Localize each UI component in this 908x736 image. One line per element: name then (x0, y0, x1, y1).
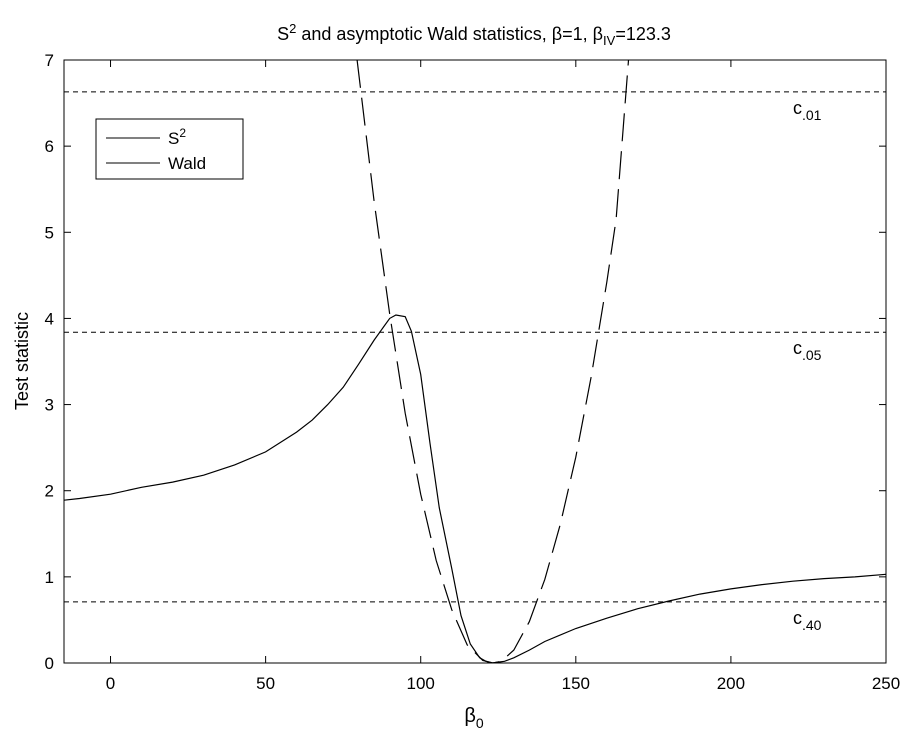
x-tick-label: 0 (106, 674, 115, 693)
plot-area (63, 59, 887, 664)
critical-label: c.40 (793, 608, 822, 633)
title-sub: IV (603, 33, 616, 48)
x-tick-label: 200 (717, 674, 745, 693)
title-suffix: =123.3 (615, 24, 671, 44)
y-tick-label: 5 (45, 223, 54, 242)
series-line-wald (356, 60, 630, 663)
y-tick-label: 7 (45, 51, 54, 70)
legend: S2 Wald (95, 118, 244, 180)
axis-ticks: 0 50 100 150 200 250 0 1 2 3 4 5 6 7 (45, 51, 901, 693)
y-tick-label: 3 (45, 396, 54, 415)
title-prefix: S (277, 24, 289, 44)
title-prefix-sup: 2 (289, 21, 296, 36)
x-tick-label: 150 (562, 674, 590, 693)
y-tick-label: 1 (45, 568, 54, 587)
x-tick-label: 100 (407, 674, 435, 693)
x-tick-label: 250 (872, 674, 900, 693)
legend-label-wald: Wald (168, 154, 206, 173)
x-axis-label-sub: 0 (476, 715, 484, 731)
y-axis-label: Test statistic (12, 312, 32, 410)
x-axis-label-main: β (464, 705, 476, 727)
x-axis-label: β0 (464, 705, 484, 731)
critical-label: c.05 (793, 338, 822, 363)
y-tick-label: 6 (45, 137, 54, 156)
critical-label: c.01 (793, 98, 822, 123)
x-tick-label: 50 (256, 674, 275, 693)
critical-value-lines: c.01 c.05 c.40 (64, 91, 886, 633)
title-middle: and asymptotic Wald statistics, β=1, β (296, 24, 603, 44)
series-line-s2 (64, 314, 886, 663)
y-tick-label: 0 (45, 654, 54, 673)
legend-box (95, 118, 244, 180)
y-tick-label: 2 (45, 482, 54, 501)
series-layer (64, 60, 886, 663)
chart-title: S2 and asymptotic Wald statistics, β=1, … (277, 21, 671, 48)
legend-label-s2: S2 (168, 126, 186, 148)
y-tick-label: 4 (45, 309, 54, 328)
